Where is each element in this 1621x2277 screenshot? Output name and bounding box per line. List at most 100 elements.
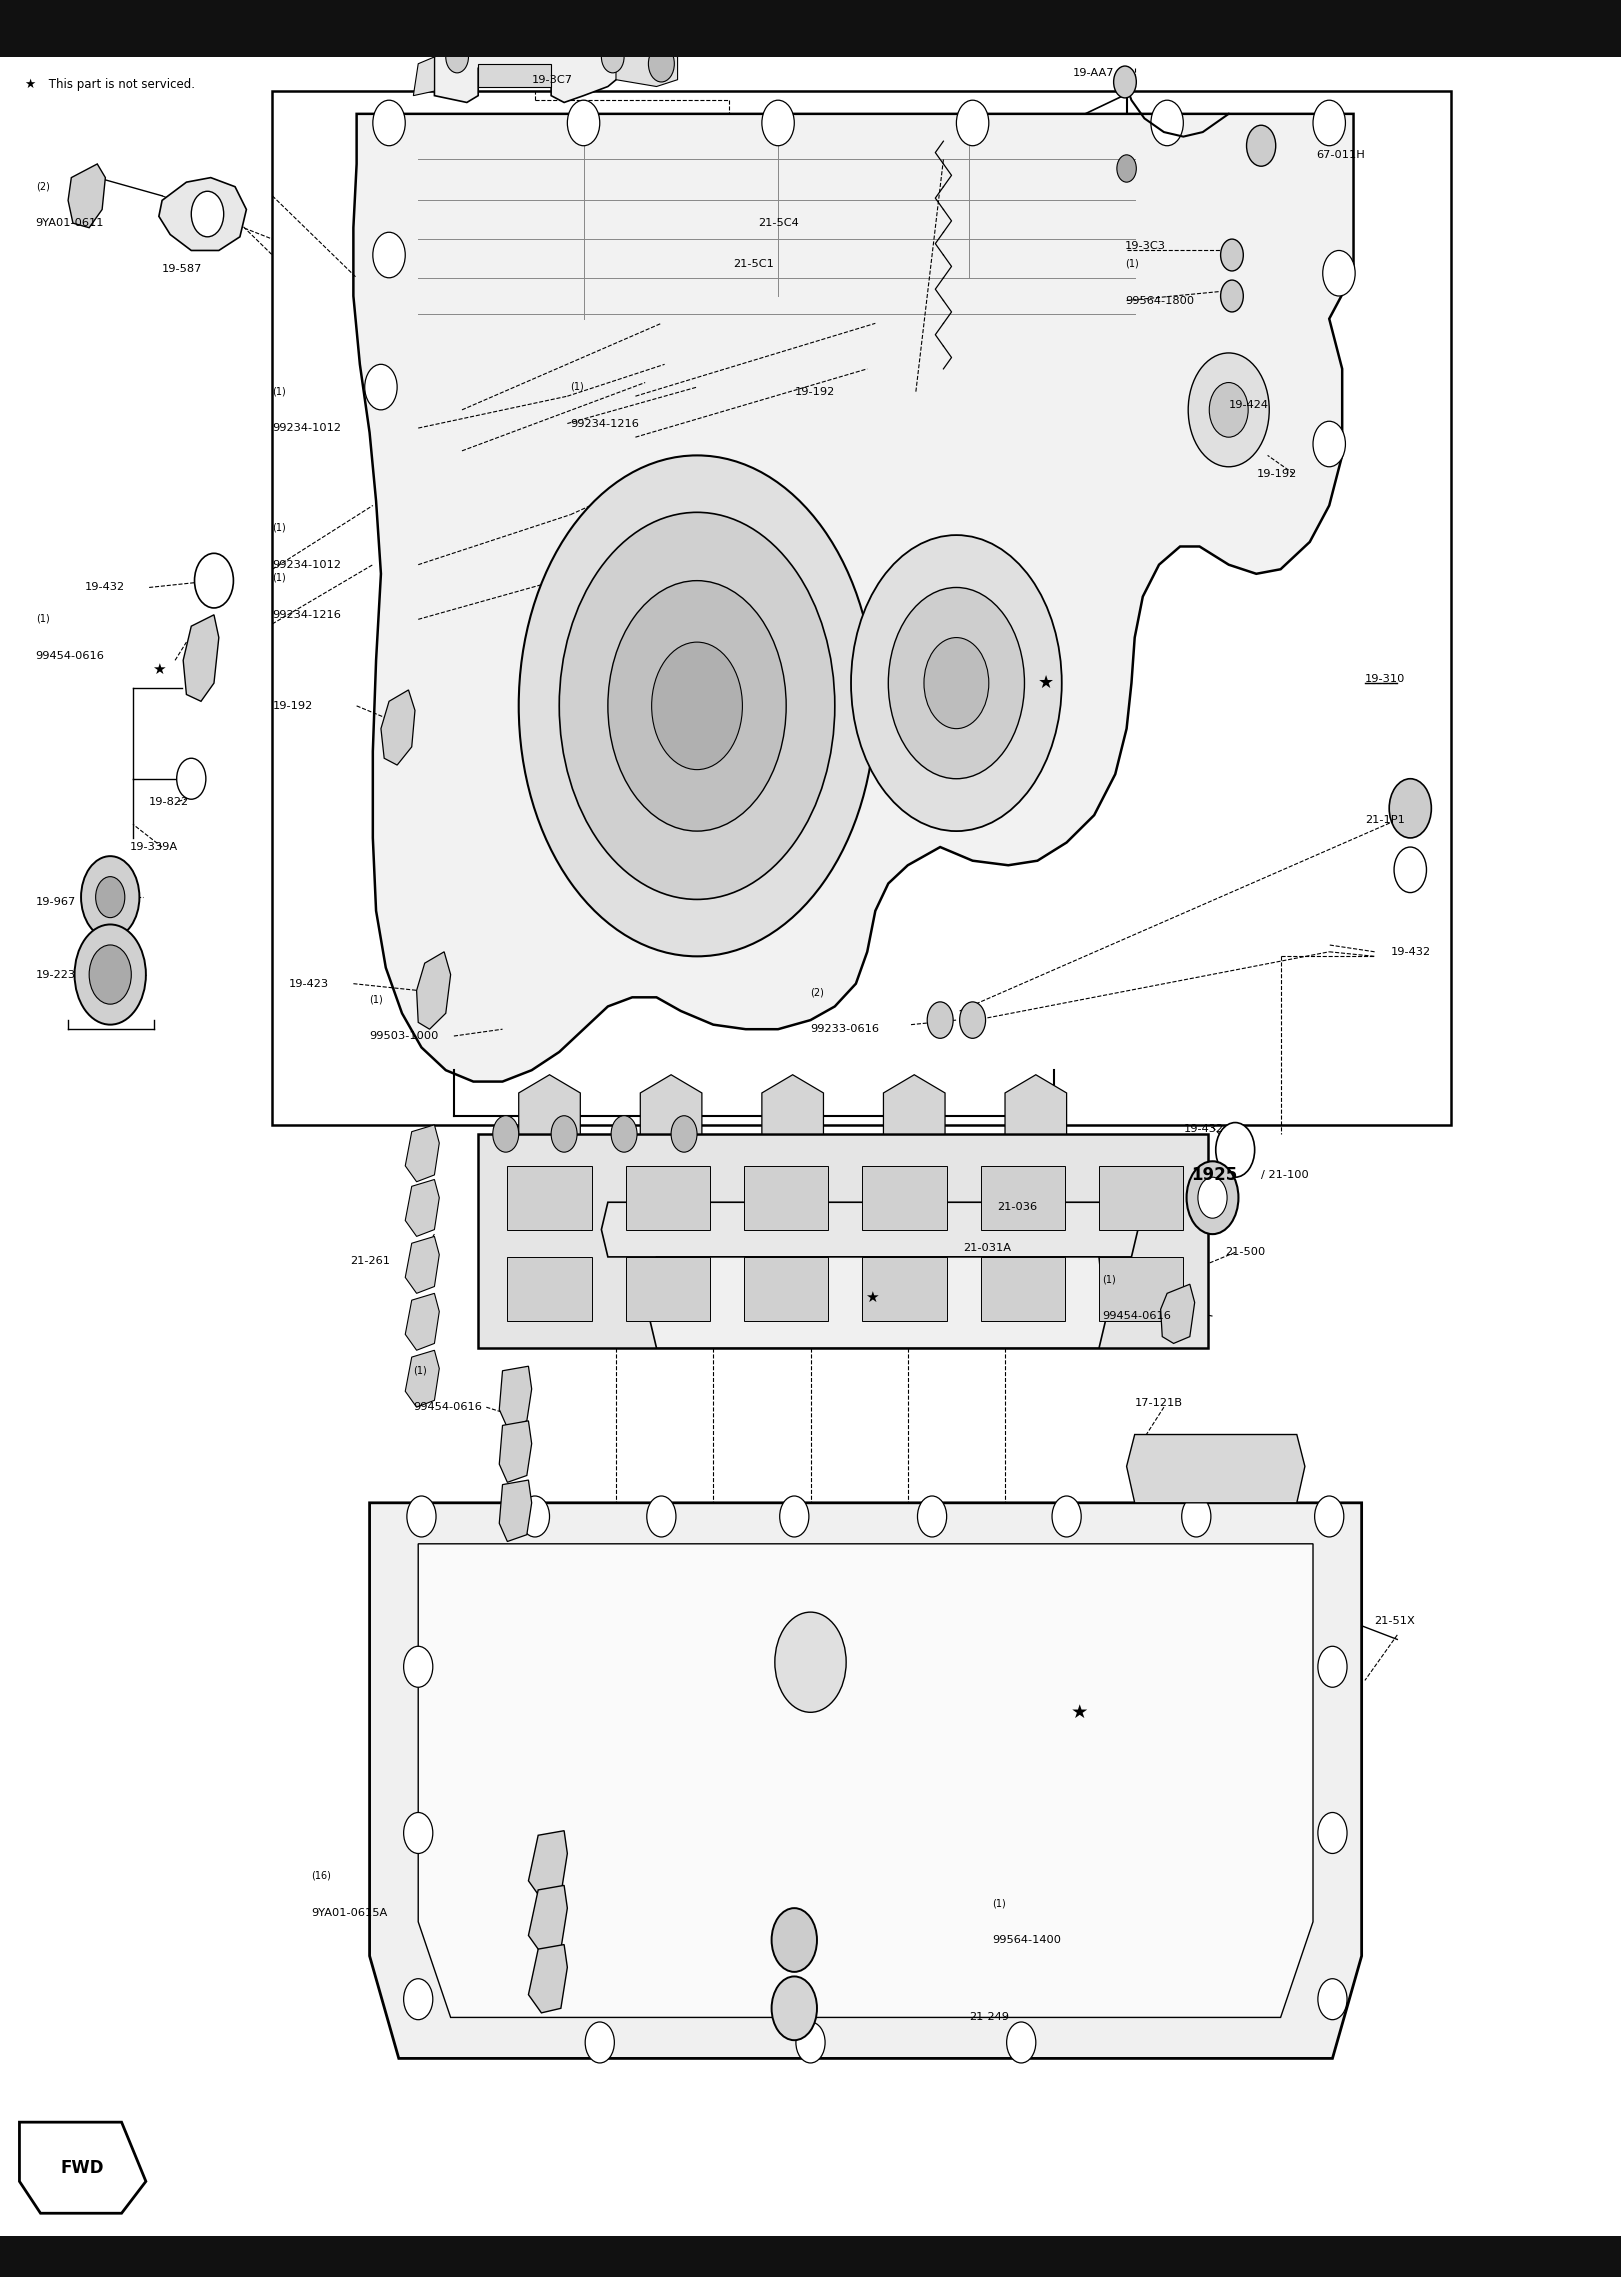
Circle shape xyxy=(1221,280,1243,312)
Text: 19-432: 19-432 xyxy=(84,583,125,592)
Polygon shape xyxy=(499,1421,532,1482)
Polygon shape xyxy=(528,1831,567,1899)
Circle shape xyxy=(559,512,835,899)
Polygon shape xyxy=(405,1236,439,1293)
Polygon shape xyxy=(499,1480,532,1542)
Circle shape xyxy=(1318,1979,1347,2020)
Polygon shape xyxy=(528,1885,567,1954)
Circle shape xyxy=(551,1116,577,1152)
Text: (1): (1) xyxy=(36,615,49,624)
Circle shape xyxy=(956,100,989,146)
Text: (1): (1) xyxy=(272,524,285,533)
Circle shape xyxy=(1221,239,1243,271)
Circle shape xyxy=(493,1116,519,1152)
Polygon shape xyxy=(478,1134,1208,1348)
Text: (1): (1) xyxy=(272,574,285,583)
Text: 21-500: 21-500 xyxy=(1225,1248,1266,1257)
Text: / 21-100: / 21-100 xyxy=(1261,1170,1308,1179)
Bar xyxy=(981,1166,1065,1230)
Circle shape xyxy=(917,1496,947,1537)
Circle shape xyxy=(520,1496,550,1537)
Text: 21-031A: 21-031A xyxy=(963,1243,1012,1252)
Polygon shape xyxy=(640,1075,702,1134)
Circle shape xyxy=(1182,1496,1211,1537)
Polygon shape xyxy=(405,1179,439,1236)
Polygon shape xyxy=(1005,1075,1067,1134)
Circle shape xyxy=(1117,155,1136,182)
Text: (16): (16) xyxy=(311,1872,331,1881)
Circle shape xyxy=(373,100,405,146)
Circle shape xyxy=(648,46,674,82)
Polygon shape xyxy=(68,164,105,228)
Circle shape xyxy=(762,100,794,146)
Text: 19-587: 19-587 xyxy=(162,264,203,273)
Polygon shape xyxy=(405,1125,439,1182)
Text: 19-822: 19-822 xyxy=(149,797,190,806)
Text: ★: ★ xyxy=(152,663,165,676)
Polygon shape xyxy=(601,1202,1138,1257)
Circle shape xyxy=(775,1612,846,1712)
Circle shape xyxy=(567,100,600,146)
Polygon shape xyxy=(1127,1435,1305,1503)
Text: (1): (1) xyxy=(272,387,285,396)
Bar xyxy=(1099,1257,1183,1321)
Text: (1): (1) xyxy=(370,995,383,1004)
Circle shape xyxy=(924,638,989,729)
Polygon shape xyxy=(405,1350,439,1407)
Text: 19-310: 19-310 xyxy=(1365,674,1405,683)
Circle shape xyxy=(1313,421,1345,467)
Polygon shape xyxy=(434,16,635,102)
Bar xyxy=(626,1166,710,1230)
Circle shape xyxy=(671,1116,697,1152)
Text: ★: ★ xyxy=(1071,1703,1088,1721)
Circle shape xyxy=(1114,66,1136,98)
Text: 99454-0616: 99454-0616 xyxy=(413,1403,481,1412)
Circle shape xyxy=(796,2022,825,2063)
Text: 19-424: 19-424 xyxy=(1229,401,1269,410)
Circle shape xyxy=(780,1496,809,1537)
Circle shape xyxy=(446,41,468,73)
Text: 17-121B: 17-121B xyxy=(1135,1398,1183,1407)
Polygon shape xyxy=(883,1075,945,1134)
Circle shape xyxy=(1052,1496,1081,1537)
Text: 99564-1800: 99564-1800 xyxy=(1125,296,1195,305)
Circle shape xyxy=(1394,847,1426,893)
Text: (1): (1) xyxy=(992,1899,1005,1908)
Text: 21-249: 21-249 xyxy=(969,2013,1010,2022)
Circle shape xyxy=(1323,250,1355,296)
Polygon shape xyxy=(405,1293,439,1350)
Polygon shape xyxy=(650,1257,1106,1348)
Circle shape xyxy=(404,1979,433,2020)
Polygon shape xyxy=(159,178,246,250)
Circle shape xyxy=(652,642,742,770)
Text: 19-192: 19-192 xyxy=(794,387,835,396)
Polygon shape xyxy=(528,1945,567,2013)
Circle shape xyxy=(75,924,146,1025)
Circle shape xyxy=(601,41,624,73)
Polygon shape xyxy=(183,615,219,701)
Text: 99233-0616: 99233-0616 xyxy=(810,1025,880,1034)
Text: 9YA01-0615A: 9YA01-0615A xyxy=(311,1908,387,1917)
Bar xyxy=(0,2236,1621,2277)
Circle shape xyxy=(1187,1161,1238,1234)
Circle shape xyxy=(1216,1123,1255,1177)
Text: 19-AA7: 19-AA7 xyxy=(1073,68,1115,77)
Text: 67-011H: 67-011H xyxy=(1316,150,1365,159)
Text: 99454-0616: 99454-0616 xyxy=(1102,1312,1170,1321)
Text: ★: ★ xyxy=(24,77,36,91)
Circle shape xyxy=(585,2022,614,2063)
Bar xyxy=(507,1166,592,1230)
Circle shape xyxy=(1389,779,1431,838)
Circle shape xyxy=(404,1646,433,1687)
Text: 19-339A: 19-339A xyxy=(130,842,178,852)
Text: 99454-0616: 99454-0616 xyxy=(36,651,104,660)
Circle shape xyxy=(647,1496,676,1537)
Polygon shape xyxy=(499,1366,532,1428)
Text: 99234-1012: 99234-1012 xyxy=(272,560,342,569)
Circle shape xyxy=(1198,1177,1227,1218)
Circle shape xyxy=(608,581,786,831)
Polygon shape xyxy=(413,57,434,96)
Bar xyxy=(272,91,1451,1125)
Circle shape xyxy=(519,455,875,956)
Circle shape xyxy=(851,535,1062,831)
